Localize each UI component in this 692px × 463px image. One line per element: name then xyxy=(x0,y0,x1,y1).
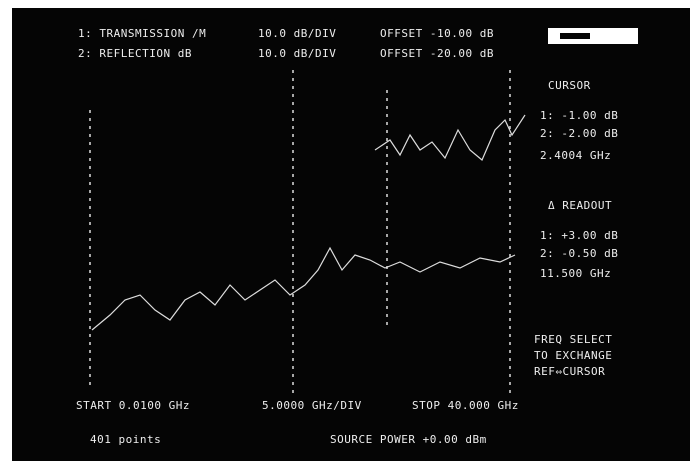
source-power: SOURCE POWER +0.00 dBm xyxy=(330,433,487,446)
delta-reading: 1: +3.00 dB xyxy=(540,229,618,242)
cursor-reading: 2: -2.00 dB xyxy=(540,127,618,140)
delta-reading: 11.500 GHz xyxy=(540,267,611,280)
ch1-label: 1: TRANSMISSION /M xyxy=(78,27,206,40)
ch2-label: 2: REFLECTION dB xyxy=(78,47,192,60)
status-box xyxy=(548,28,638,44)
transmission-trace xyxy=(374,114,526,161)
ch1-offset: OFFSET -10.00 dB xyxy=(380,27,494,40)
stop-frequency: STOP 40.000 GHz xyxy=(412,399,519,412)
cursor-title: CURSOR xyxy=(548,79,591,92)
ch2-scale: 10.0 dB/DIV xyxy=(258,47,336,60)
screen-background xyxy=(12,8,690,461)
reflection-trace xyxy=(91,246,516,331)
point-count: 401 points xyxy=(90,433,161,446)
help-text: TO EXCHANGE xyxy=(534,349,612,362)
cursor-reading: 2.4004 GHz xyxy=(540,149,611,162)
start-frequency: START 0.0100 GHz xyxy=(76,399,190,412)
ch2-offset: OFFSET -20.00 dB xyxy=(380,47,494,60)
delta-title: Δ READOUT xyxy=(548,199,612,212)
status-indicator xyxy=(560,33,590,39)
frequency-per-div: 5.0000 GHz/DIV xyxy=(262,399,362,412)
help-text: FREQ SELECT xyxy=(534,333,612,346)
help-text: REF⇔CURSOR xyxy=(534,365,605,378)
delta-reading: 2: -0.50 dB xyxy=(540,247,618,260)
ch1-scale: 10.0 dB/DIV xyxy=(258,27,336,40)
cursor-reading: 1: -1.00 dB xyxy=(540,109,618,122)
